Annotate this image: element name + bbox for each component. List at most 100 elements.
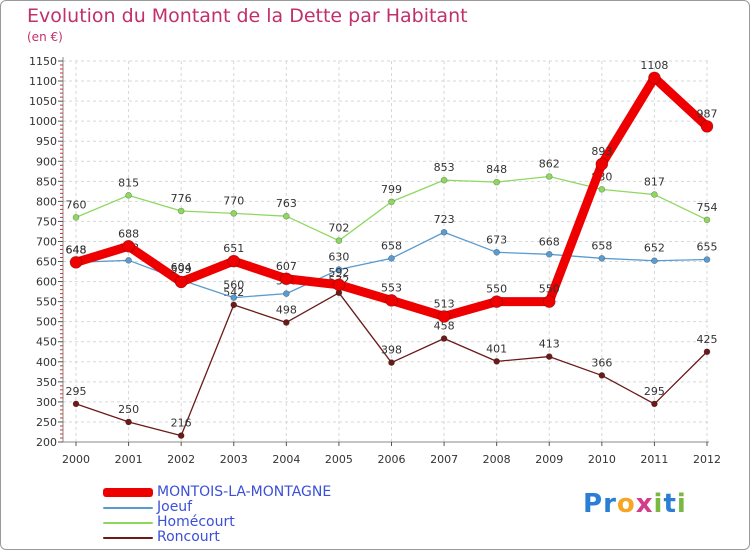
legend-label: MONTOIS-LA-MONTAGNE (157, 484, 332, 500)
data-point (122, 239, 135, 253)
data-label: 550 (486, 283, 507, 296)
data-point (703, 216, 711, 224)
x-tick-label: 2000 (62, 453, 90, 466)
data-point (332, 278, 346, 292)
data-label: 817 (644, 176, 665, 189)
data-label: 513 (434, 297, 455, 310)
data-point (651, 257, 658, 265)
data-point (598, 186, 606, 193)
data-point (703, 256, 711, 263)
chart-subtitle: (en €) (27, 30, 63, 44)
y-tick-label: 250 (36, 416, 57, 429)
data-point (283, 290, 290, 297)
chart-legend: MONTOIS-LA-MONTAGNE Joeuf Homécourt Roncour… (103, 485, 331, 545)
data-point (437, 310, 451, 323)
data-label: 668 (539, 235, 560, 248)
data-point (125, 418, 132, 426)
data-label: 550 (539, 283, 560, 296)
data-point (69, 256, 83, 269)
data-point (177, 207, 185, 215)
data-point (490, 295, 503, 308)
data-label: 553 (381, 281, 402, 294)
data-point (651, 400, 658, 408)
logo-letter: x (635, 489, 654, 519)
x-tick-label: 2003 (220, 453, 248, 466)
data-point (230, 294, 238, 301)
data-label: 688 (118, 227, 139, 240)
legend-item: MONTOIS-LA-MONTAGNE (103, 485, 331, 500)
y-tick-label: 750 (36, 215, 57, 228)
data-label: 723 (434, 213, 455, 226)
x-tick-label: 2006 (378, 453, 406, 466)
data-point (388, 198, 395, 206)
data-label: 599 (171, 263, 192, 276)
data-label: 295 (644, 385, 665, 398)
y-tick-label: 1050 (29, 95, 57, 108)
data-label: 652 (644, 242, 665, 255)
data-label: 630 (328, 251, 349, 264)
data-point (385, 294, 398, 307)
data-point (174, 275, 188, 289)
data-point (598, 372, 606, 379)
data-point (700, 120, 714, 133)
data-label: 815 (118, 176, 139, 189)
x-tick-label: 2012 (693, 453, 721, 466)
y-tick-label: 700 (36, 235, 57, 248)
data-point (598, 255, 606, 262)
data-point (440, 335, 448, 342)
data-point (227, 254, 241, 268)
data-label: 658 (591, 239, 612, 252)
data-point (493, 358, 500, 365)
y-tick-label: 1000 (29, 115, 57, 128)
legend-label: Joeuf (157, 499, 193, 515)
data-label: 754 (697, 201, 718, 214)
data-point (230, 210, 238, 217)
x-tick-label: 2009 (535, 453, 563, 466)
y-tick-label: 950 (36, 135, 57, 148)
data-point (493, 178, 500, 186)
y-tick-label: 450 (36, 336, 57, 349)
x-tick-label: 2010 (588, 453, 616, 466)
data-label: 862 (539, 158, 560, 171)
legend-swatch (103, 521, 153, 524)
data-label: 673 (486, 233, 507, 246)
data-label: 592 (328, 266, 349, 279)
data-label: 250 (118, 403, 139, 416)
y-tick-label: 300 (36, 396, 57, 409)
y-tick-label: 500 (36, 316, 57, 329)
data-label: 413 (539, 338, 560, 351)
data-point (283, 212, 290, 220)
data-point (545, 173, 553, 180)
data-label: 401 (486, 342, 507, 355)
y-tick-label: 200 (36, 436, 57, 449)
series-roncourt: 295250216542498572398458401413366295425 (66, 274, 718, 439)
data-label: 702 (328, 222, 349, 235)
data-point (493, 249, 500, 256)
legend-item: Joeuf (103, 500, 331, 515)
y-tick-label: 900 (36, 155, 57, 168)
data-label: 648 (66, 243, 87, 256)
legend-item: Homécourt (103, 515, 331, 530)
data-point (545, 251, 553, 258)
data-label: 799 (381, 183, 402, 196)
data-label: 763 (276, 197, 297, 210)
x-tick-label: 2011 (640, 453, 668, 466)
data-label: 1108 (640, 59, 668, 72)
x-tick-label: 2002 (167, 453, 195, 466)
proxiti-logo: Proxiti (583, 489, 687, 519)
data-point (125, 257, 132, 264)
legend-label: Roncourt (157, 529, 220, 545)
data-point (280, 272, 293, 286)
data-label: 425 (697, 333, 718, 346)
data-label: 651 (223, 242, 244, 255)
data-point (542, 295, 556, 308)
data-point (595, 157, 609, 171)
legend-swatch (103, 536, 153, 539)
data-label: 604 (171, 261, 192, 274)
data-label: 853 (434, 161, 455, 174)
data-label: 560 (223, 279, 244, 292)
data-point (648, 71, 661, 85)
data-point (440, 228, 448, 236)
legend-label: Homécourt (157, 514, 235, 530)
